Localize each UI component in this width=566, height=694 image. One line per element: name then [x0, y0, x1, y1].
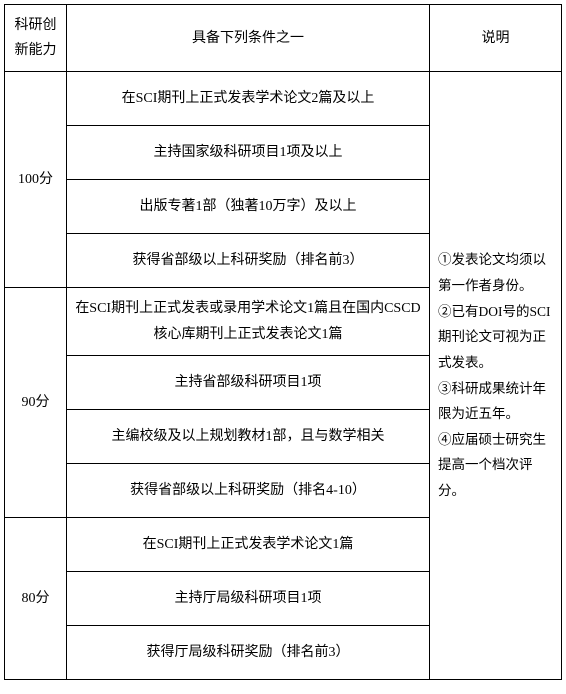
score-cell-80: 80分 — [5, 517, 67, 679]
header-condition: 具备下列条件之一 — [67, 5, 430, 72]
score-cell-90: 90分 — [5, 288, 67, 517]
condition-cell: 出版专著1部（独著10万字）及以上 — [67, 180, 430, 234]
condition-cell: 主持厅局级科研项目1项 — [67, 571, 430, 625]
condition-cell: 在SCI期刊上正式发表或录用学术论文1篇且在国内CSCD核心库期刊上正式发表论文… — [67, 288, 430, 355]
note-text: ①发表论文均须以第一作者身份。 ②已有DOI号的SCI期刊论文可视为正式发表。 … — [438, 252, 551, 498]
table-row: 100分 在SCI期刊上正式发表学术论文2篇及以上 ①发表论文均须以第一作者身份… — [5, 72, 562, 126]
condition-cell: 在SCI期刊上正式发表学术论文2篇及以上 — [67, 72, 430, 126]
header-note: 说明 — [430, 5, 562, 72]
header-score: 科研创新能力 — [5, 5, 67, 72]
condition-cell: 获得省部级以上科研奖励（排名前3） — [67, 234, 430, 288]
condition-cell: 主持国家级科研项目1项及以上 — [67, 126, 430, 180]
condition-cell: 主持省部级科研项目1项 — [67, 355, 430, 409]
condition-cell: 主编校级及以上规划教材1部，且与数学相关 — [67, 409, 430, 463]
score-cell-100: 100分 — [5, 72, 67, 288]
condition-cell: 获得厅局级科研奖励（排名前3） — [67, 625, 430, 679]
scoring-table: 科研创新能力 具备下列条件之一 说明 100分 在SCI期刊上正式发表学术论文2… — [4, 4, 562, 680]
scoring-table-container: 科研创新能力 具备下列条件之一 说明 100分 在SCI期刊上正式发表学术论文2… — [4, 4, 562, 680]
note-cell: ①发表论文均须以第一作者身份。 ②已有DOI号的SCI期刊论文可视为正式发表。 … — [430, 72, 562, 679]
condition-cell: 在SCI期刊上正式发表学术论文1篇 — [67, 517, 430, 571]
condition-cell: 获得省部级以上科研奖励（排名4-10） — [67, 463, 430, 517]
table-header-row: 科研创新能力 具备下列条件之一 说明 — [5, 5, 562, 72]
